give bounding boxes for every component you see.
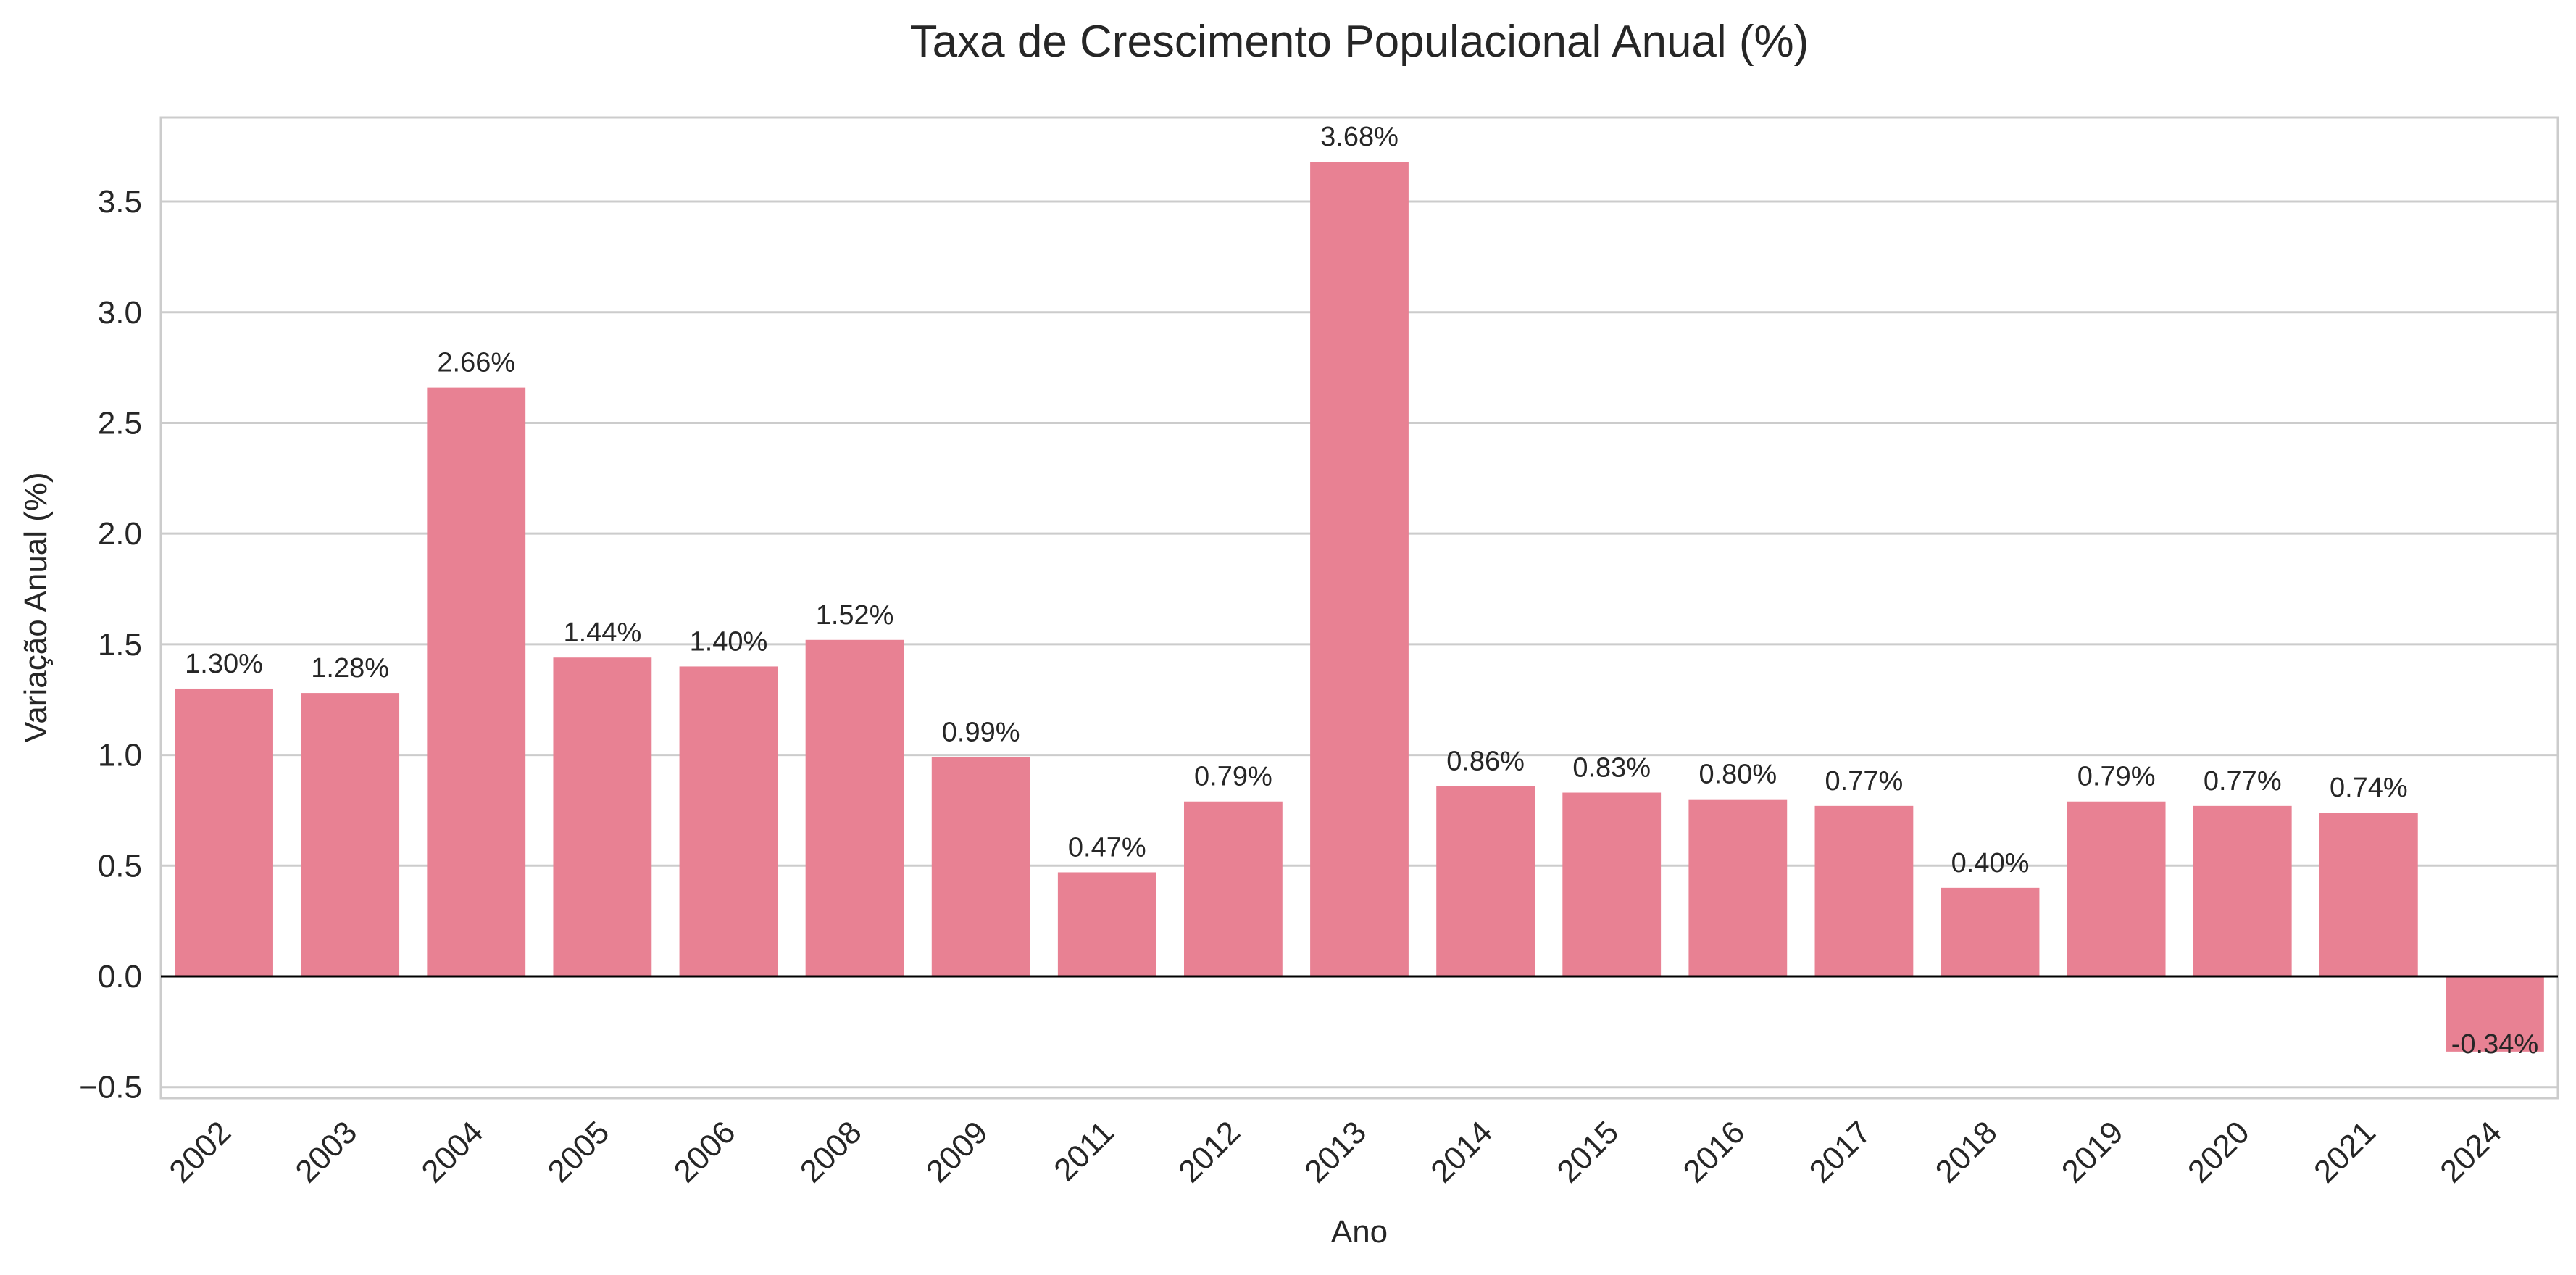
y-tick-label: 3.0 — [98, 295, 142, 331]
y-tick-label: 0.0 — [98, 959, 142, 994]
bar-2005 — [553, 657, 652, 977]
y-tick-label: 3.5 — [98, 184, 142, 220]
bar-2013 — [1310, 162, 1409, 977]
data-label-2003: 1.28% — [311, 653, 389, 684]
data-label-2016: 0.80% — [1698, 760, 1777, 790]
bar-2006 — [679, 666, 778, 977]
x-tick-label: 2014 — [1424, 1114, 1499, 1189]
x-tick-label: 2009 — [920, 1114, 995, 1189]
data-label-2017: 0.77% — [1825, 766, 1904, 797]
x-tick-label: 2011 — [1047, 1114, 1121, 1188]
bar-2017 — [1814, 805, 1914, 977]
bar-2008 — [805, 639, 904, 977]
y-tick-label: 0.5 — [98, 848, 142, 884]
data-label-2011: 0.47% — [1068, 832, 1146, 863]
data-label-2015: 0.83% — [1572, 753, 1651, 784]
bar-2003 — [301, 693, 400, 977]
y-tick-label: −0.5 — [79, 1070, 142, 1105]
bar-2024 — [2446, 976, 2544, 1052]
x-tick-label: 2015 — [1550, 1114, 1625, 1189]
chart-title: Taxa de Crescimento Populacional Anual (… — [910, 17, 1809, 67]
bar-2019 — [2067, 801, 2166, 977]
x-tick-label: 2003 — [288, 1114, 364, 1189]
bar-2002 — [175, 688, 273, 977]
bar-2015 — [1562, 792, 1662, 977]
data-labels: 1.30% 1.28% 2.66% 1.44% 1.40% 1.52% 0.99% 0.47%… — [185, 122, 2538, 1060]
x-tick-label: 2018 — [1929, 1114, 2004, 1189]
y-tick-label: 1.0 — [98, 738, 142, 773]
x-tick-label: 2024 — [2433, 1114, 2509, 1189]
data-label-2012: 0.79% — [1194, 762, 1272, 792]
y-axis-ticks: −0.5 0.0 0.5 1.0 1.5 2.0 2.5 3.0 3.5 — [79, 184, 142, 1105]
data-label-2013: 3.68% — [1320, 122, 1399, 152]
x-tick-label: 2004 — [414, 1114, 490, 1189]
x-tick-label: 2013 — [1298, 1114, 1373, 1189]
y-tick-label: 1.5 — [98, 627, 142, 663]
x-tick-label: 2008 — [793, 1114, 869, 1189]
bars — [175, 162, 2544, 1052]
bar-2011 — [1057, 872, 1156, 977]
y-tick-label: 2.5 — [98, 405, 142, 441]
x-tick-label: 2006 — [667, 1114, 743, 1189]
y-axis-label: Variação Anual (%) — [18, 472, 54, 742]
x-tick-label: 2017 — [1803, 1114, 1878, 1189]
x-tick-label: 2012 — [1172, 1114, 1247, 1189]
plot-frame — [159, 116, 2559, 1100]
bar-2018 — [1941, 887, 2040, 977]
x-tick-label: 2019 — [2055, 1114, 2130, 1189]
bar-2016 — [1688, 799, 1788, 977]
x-tick-label: 2020 — [2181, 1114, 2256, 1189]
data-label-2024: -0.34% — [2451, 1029, 2538, 1060]
data-label-2002: 1.30% — [185, 649, 263, 679]
bar-2014 — [1436, 786, 1535, 977]
data-label-2006: 1.40% — [690, 626, 768, 657]
data-label-2008: 1.52% — [816, 600, 894, 631]
bar-2004 — [427, 387, 526, 977]
x-tick-label: 2016 — [1677, 1114, 1752, 1189]
bar-2020 — [2193, 805, 2292, 977]
y-tick-label: 2.0 — [98, 516, 142, 552]
bar-2009 — [931, 757, 1030, 977]
x-tick-label: 2002 — [162, 1114, 238, 1189]
data-label-2004: 2.66% — [437, 348, 515, 378]
bar-2021 — [2319, 813, 2418, 977]
x-tick-label: 2005 — [541, 1114, 617, 1189]
bar-2012 — [1183, 801, 1283, 977]
data-label-2014: 0.86% — [1446, 746, 1525, 776]
data-label-2005: 1.44% — [563, 618, 641, 648]
data-label-2021: 0.74% — [2330, 773, 2408, 803]
x-axis-label: Ano — [1331, 1214, 1388, 1250]
data-label-2009: 0.99% — [942, 718, 1020, 748]
data-label-2019: 0.79% — [2077, 762, 2156, 792]
x-axis-ticks: 2002 2003 2004 2005 2006 2008 2009 2011 2012 2013… — [162, 1114, 2509, 1189]
data-label-2020: 0.77% — [2204, 766, 2282, 797]
x-tick-label: 2021 — [2307, 1114, 2383, 1189]
data-label-2018: 0.40% — [1951, 848, 2030, 879]
